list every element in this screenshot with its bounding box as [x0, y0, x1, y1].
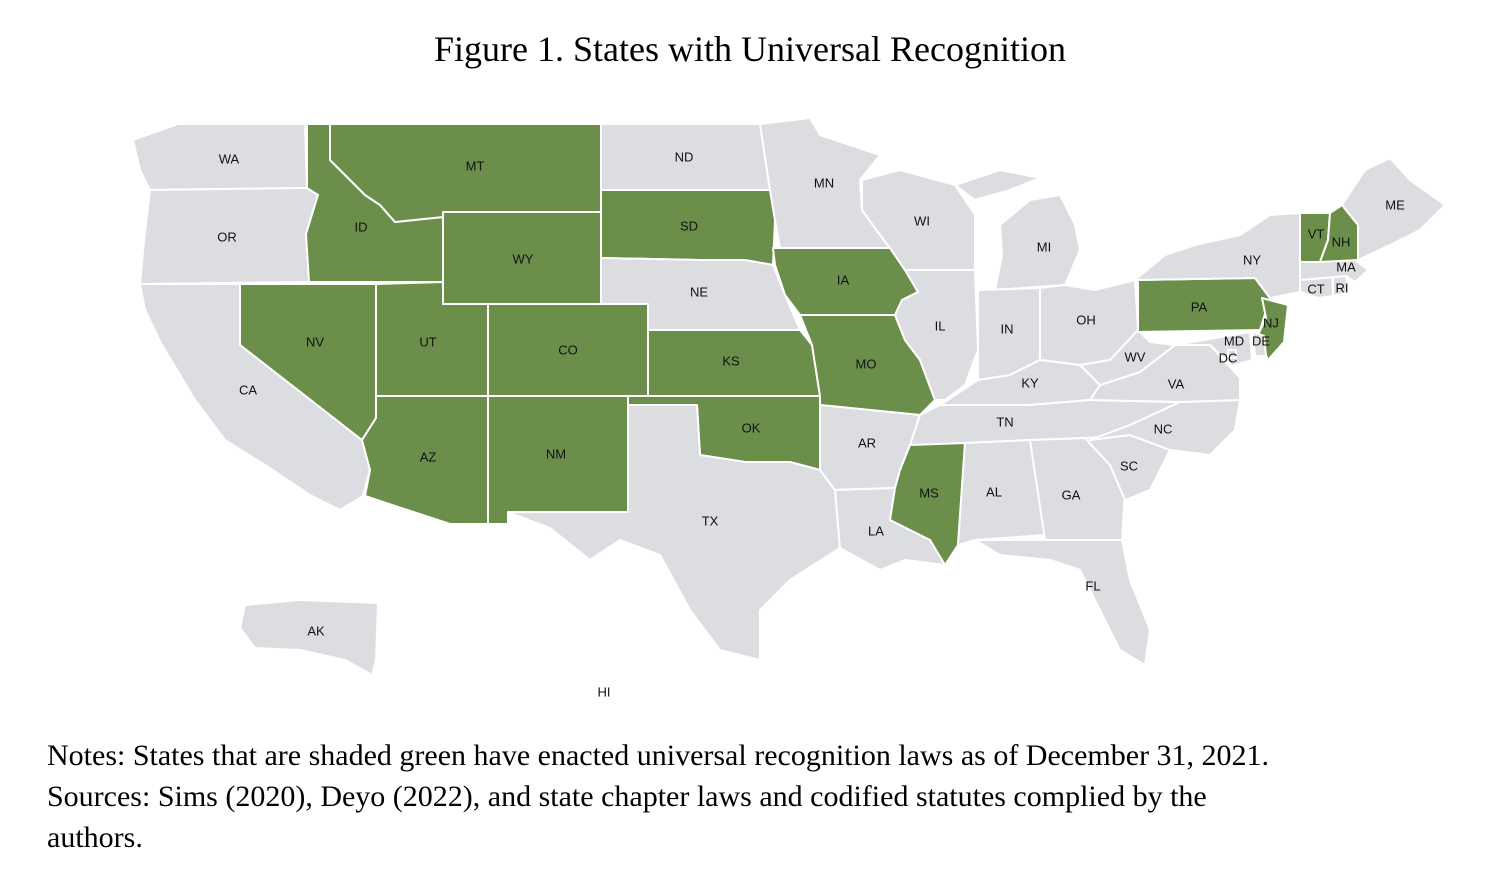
figure-title: Figure 1. States with Universal Recognit… — [434, 29, 1066, 69]
state-label-wv: WV — [1125, 349, 1146, 364]
state-label-nj: NJ — [1263, 315, 1279, 330]
state-hi — [596, 686, 608, 696]
state-label-co: CO — [558, 342, 578, 357]
state-dc — [1227, 349, 1237, 359]
figure-notes: Notes: States that are shaded green have… — [47, 735, 1487, 858]
state-al — [957, 439, 1046, 546]
state-label-ct: CT — [1307, 281, 1324, 296]
state-label-in: IN — [1001, 321, 1014, 336]
state-label-mo: MO — [856, 356, 877, 371]
state-label-nm: NM — [546, 446, 566, 461]
state-label-fl: FL — [1085, 578, 1100, 593]
state-label-mi: MI — [1037, 239, 1051, 254]
state-label-ma: MA — [1336, 259, 1356, 274]
state-label-nh: NH — [1332, 234, 1351, 249]
state-wv — [1079, 329, 1176, 386]
state-label-nv: NV — [306, 334, 324, 349]
state-label-ne: NE — [690, 284, 708, 299]
state-de — [1252, 331, 1267, 357]
state-label-az: AZ — [420, 449, 437, 464]
state-label-ks: KS — [722, 353, 740, 368]
state-label-nc: NC — [1154, 421, 1173, 436]
state-mi — [954, 169, 1081, 291]
state-label-mn: MN — [814, 175, 834, 190]
state-label-or: OR — [217, 229, 237, 244]
state-nc — [1089, 399, 1241, 456]
state-label-md: MD — [1224, 333, 1244, 348]
state-label-mt: MT — [466, 158, 485, 173]
state-label-al: AL — [986, 484, 1002, 499]
state-ne — [600, 257, 801, 331]
state-label-de: DE — [1252, 333, 1270, 348]
state-label-ut: UT — [419, 334, 436, 349]
state-label-tx: TX — [702, 513, 719, 528]
state-label-dc: DC — [1219, 350, 1238, 365]
state-label-il: IL — [935, 318, 946, 333]
state-label-ga: GA — [1062, 487, 1081, 502]
state-label-ms: MS — [919, 485, 939, 500]
state-label-wa: WA — [219, 151, 240, 166]
state-label-ny: NY — [1243, 252, 1261, 267]
state-label-ar: AR — [858, 435, 876, 450]
state-label-ia: IA — [837, 272, 850, 287]
sources-line: Sources: Sims (2020), Deyo (2022), and s… — [47, 780, 1207, 813]
state-tx — [507, 404, 841, 661]
state-fl — [974, 539, 1151, 666]
state-label-sc: SC — [1120, 458, 1138, 473]
state-label-wy: WY — [513, 251, 534, 266]
state-label-va: VA — [1168, 376, 1185, 391]
state-label-id: ID — [355, 219, 368, 234]
state-label-sd: SD — [680, 218, 698, 233]
state-label-pa: PA — [1191, 299, 1208, 314]
sources-line-continued: authors. — [47, 821, 143, 854]
state-label-ri: RI — [1336, 280, 1349, 295]
state-ak — [239, 599, 379, 676]
state-label-ok: OK — [742, 420, 761, 435]
state-label-vt: VT — [1308, 226, 1325, 241]
state-label-tn: TN — [996, 414, 1013, 429]
state-label-ky: KY — [1021, 375, 1039, 390]
state-label-oh: OH — [1076, 312, 1096, 327]
state-label-me: ME — [1385, 197, 1405, 212]
state-label-ca: CA — [239, 382, 257, 397]
notes-line: Notes: States that are shaded green have… — [47, 739, 1270, 772]
state-label-ak: AK — [307, 623, 325, 638]
state-label-wi: WI — [914, 213, 930, 228]
state-label-nd: ND — [675, 149, 694, 164]
state-label-la: LA — [868, 523, 884, 538]
state-me — [1341, 157, 1446, 261]
state-label-hi: HI — [598, 684, 611, 699]
